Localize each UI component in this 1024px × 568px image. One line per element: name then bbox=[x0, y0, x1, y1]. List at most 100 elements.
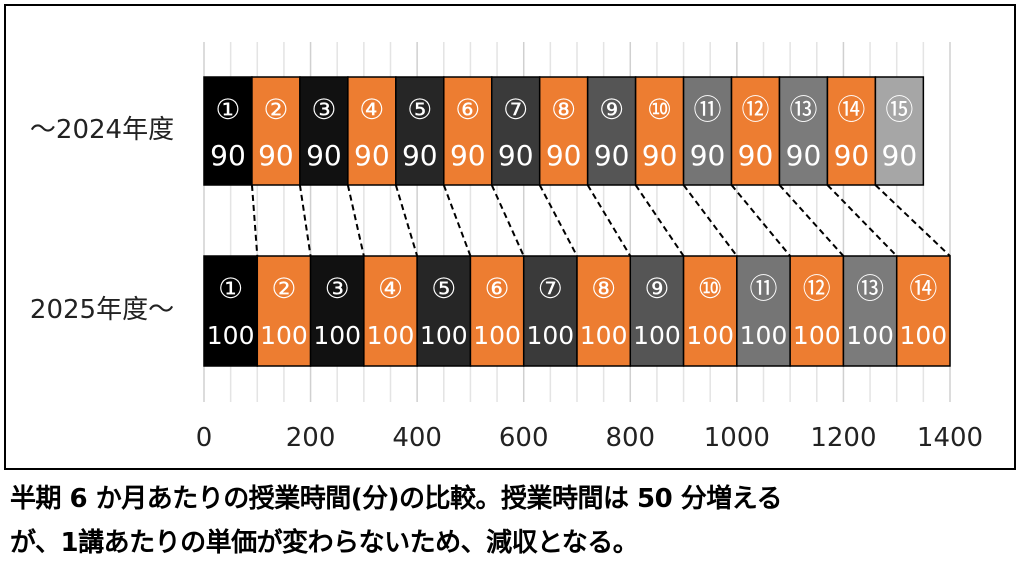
dashed-connector bbox=[250, 184, 259, 257]
segment-value: 90 bbox=[882, 139, 918, 172]
segment-number: ⑧ bbox=[551, 93, 576, 126]
segment-number: ⑬ bbox=[856, 272, 884, 305]
caption-line-2: が、1講あたりの単価が変わらないため、減収となる。 bbox=[10, 528, 639, 558]
segment-number: ⑮ bbox=[885, 93, 913, 126]
chart: 0 200 400 600 800 1000 1200 1400～2024年度①90②90③9… bbox=[30, 42, 983, 453]
segment-number: ④ bbox=[359, 93, 384, 126]
bar-segment bbox=[251, 76, 301, 186]
segment-number: ⑭ bbox=[909, 272, 937, 305]
segment-value: 90 bbox=[498, 139, 534, 172]
segment-number: ① bbox=[215, 93, 240, 126]
x-tick-label: 1000 bbox=[704, 423, 770, 453]
segment-value: 100 bbox=[313, 321, 361, 350]
segment-value: 100 bbox=[260, 321, 308, 350]
x-tick-label: 200 bbox=[286, 423, 336, 453]
bar-segment bbox=[778, 76, 829, 186]
segment-number: ⑤ bbox=[407, 93, 432, 126]
bar-segment bbox=[874, 76, 925, 186]
segment-number: ⑤ bbox=[431, 272, 456, 305]
bar-segment bbox=[469, 255, 525, 367]
segment-number: ⑬ bbox=[789, 93, 817, 126]
segment-value: 100 bbox=[633, 321, 681, 350]
bar-segment bbox=[203, 76, 253, 186]
dashed-connector bbox=[538, 184, 578, 257]
segment-value: 100 bbox=[207, 321, 255, 350]
segment-number: ③ bbox=[325, 272, 350, 305]
x-tick-label: 800 bbox=[605, 423, 655, 453]
segment-value: 90 bbox=[402, 139, 438, 172]
segment-number: ⑦ bbox=[503, 93, 528, 126]
bar-segment bbox=[789, 255, 845, 367]
dashed-connector bbox=[634, 184, 685, 257]
bar-segment bbox=[299, 76, 349, 186]
segment-value: 90 bbox=[210, 139, 246, 172]
bar-segment bbox=[490, 76, 541, 186]
segment-value: 90 bbox=[690, 139, 726, 172]
row-label: ～2024年度 bbox=[30, 115, 174, 145]
dashed-connector bbox=[874, 184, 951, 257]
segment-value: 90 bbox=[834, 139, 870, 172]
segment-value: 90 bbox=[594, 139, 630, 172]
segment-number: ⑧ bbox=[591, 272, 616, 305]
segment-number: ⑫ bbox=[741, 93, 769, 126]
dashed-connector bbox=[490, 184, 525, 257]
dashed-connector bbox=[682, 184, 738, 257]
bar-segment bbox=[203, 255, 259, 367]
chart-frame bbox=[4, 4, 1016, 470]
segment-number: ⑭ bbox=[837, 93, 865, 126]
bar-segment bbox=[586, 76, 637, 186]
bar-segment bbox=[416, 255, 472, 367]
segment-value: 90 bbox=[306, 139, 342, 172]
segment-value: 100 bbox=[420, 321, 468, 350]
segment-value: 100 bbox=[580, 321, 628, 350]
bar-segment bbox=[522, 255, 578, 367]
bar-segment bbox=[629, 255, 685, 367]
segment-number: ⑪ bbox=[694, 93, 722, 126]
dashed-connector bbox=[298, 184, 312, 257]
bar-segment bbox=[443, 76, 493, 186]
bar-segment bbox=[309, 255, 365, 367]
dashed-connector bbox=[442, 184, 472, 257]
segment-value: 100 bbox=[526, 321, 574, 350]
x-tick-label: 1200 bbox=[810, 423, 876, 453]
segment-number: ⑦ bbox=[538, 272, 563, 305]
dashed-connector bbox=[586, 184, 632, 257]
segment-value: 100 bbox=[686, 321, 734, 350]
segment-value: 100 bbox=[740, 321, 788, 350]
dashed-connector bbox=[778, 184, 845, 257]
dashed-connector bbox=[346, 184, 365, 257]
segment-number: ⑩ bbox=[647, 93, 672, 126]
segment-number: ⑨ bbox=[644, 272, 669, 305]
bar-segment bbox=[842, 255, 898, 367]
x-tick-label: 1400 bbox=[917, 423, 983, 453]
segment-number: ⑨ bbox=[599, 93, 624, 126]
segment-value: 90 bbox=[546, 139, 582, 172]
dashed-connector bbox=[826, 184, 898, 257]
segment-value: 90 bbox=[450, 139, 486, 172]
segment-number: ⑫ bbox=[803, 272, 831, 305]
segment-number: ② bbox=[271, 272, 296, 305]
segment-value: 100 bbox=[846, 321, 894, 350]
segment-value: 90 bbox=[738, 139, 774, 172]
segment-value: 100 bbox=[367, 321, 415, 350]
bar-segment bbox=[826, 76, 877, 186]
segment-value: 90 bbox=[642, 139, 678, 172]
segment-number: ② bbox=[263, 93, 288, 126]
segment-value: 100 bbox=[793, 321, 841, 350]
segment-number: ④ bbox=[378, 272, 403, 305]
row-label: 2025年度～ bbox=[30, 295, 174, 325]
x-tick-label: 600 bbox=[499, 423, 549, 453]
segment-value: 90 bbox=[786, 139, 822, 172]
bar-segment bbox=[682, 76, 733, 186]
bar-segment bbox=[730, 76, 781, 186]
dashed-connector bbox=[730, 184, 791, 257]
segment-number: ⑥ bbox=[485, 272, 510, 305]
x-tick-label: 0 bbox=[196, 423, 213, 453]
segment-number: ⑩ bbox=[698, 272, 723, 305]
segment-value: 90 bbox=[354, 139, 390, 172]
bar-segment bbox=[895, 255, 951, 367]
segment-value: 100 bbox=[899, 321, 947, 350]
segment-value: 90 bbox=[258, 139, 294, 172]
segment-number: ⑪ bbox=[749, 272, 777, 305]
bar-segment bbox=[634, 76, 685, 186]
